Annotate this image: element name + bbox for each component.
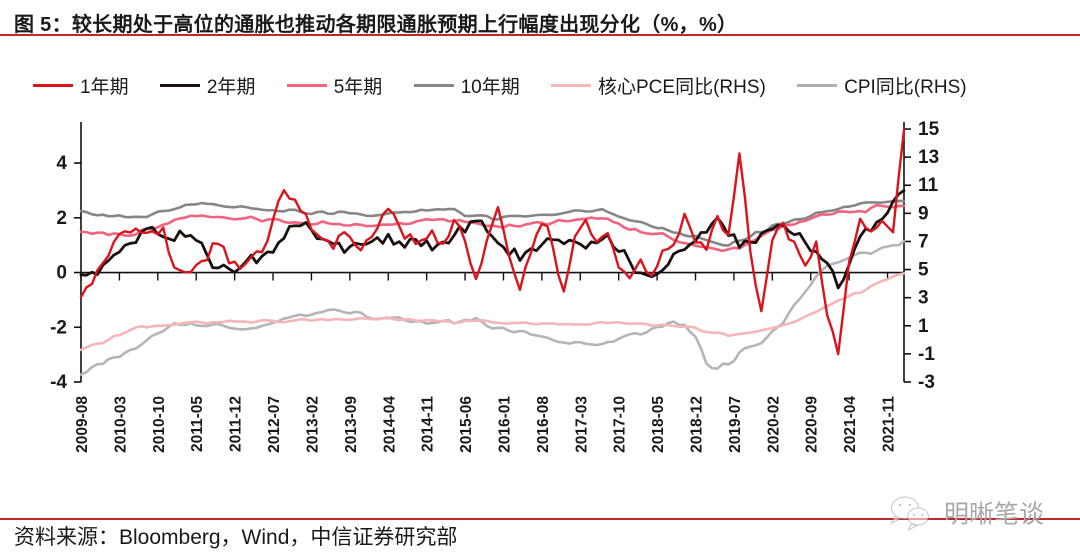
svg-text:2014-04: 2014-04 [381,396,398,453]
svg-text:-3: -3 [918,372,935,393]
svg-text:2021-04: 2021-04 [842,396,859,453]
svg-text:2009-08: 2009-08 [74,396,91,453]
svg-text:5: 5 [918,260,929,281]
svg-text:2: 2 [56,208,67,229]
svg-text:2014-11: 2014-11 [420,396,437,452]
svg-text:2017-10: 2017-10 [612,396,629,453]
svg-text:2016-08: 2016-08 [535,396,552,453]
svg-text:2012-07: 2012-07 [266,396,283,453]
svg-text:2011-05: 2011-05 [189,396,206,452]
svg-text:15: 15 [918,119,940,140]
svg-text:-2: -2 [50,317,67,338]
svg-text:2015-06: 2015-06 [458,396,475,453]
svg-text:1: 1 [918,316,929,337]
svg-text:0: 0 [56,263,67,284]
svg-text:2011-12: 2011-12 [228,396,245,452]
svg-text:2013-09: 2013-09 [343,396,360,453]
svg-text:2017-03: 2017-03 [573,396,590,453]
svg-text:2016-01: 2016-01 [496,396,513,453]
svg-text:2018-05: 2018-05 [650,396,667,453]
svg-text:2020-02: 2020-02 [765,396,782,453]
svg-text:2013-02: 2013-02 [304,396,321,453]
svg-text:9: 9 [918,203,929,224]
svg-text:2021-11: 2021-11 [881,396,898,452]
svg-text:-4: -4 [50,372,67,393]
svg-text:2019-07: 2019-07 [727,396,744,453]
svg-text:2010-03: 2010-03 [112,396,129,453]
svg-text:3: 3 [918,288,929,309]
svg-text:4: 4 [56,153,67,174]
svg-text:2010-10: 2010-10 [151,396,168,453]
svg-text:2018-12: 2018-12 [689,396,706,453]
svg-text:13: 13 [918,147,939,168]
svg-text:11: 11 [918,175,939,196]
svg-text:7: 7 [918,231,929,252]
svg-text:-1: -1 [918,344,935,365]
svg-text:2020-09: 2020-09 [804,396,821,453]
